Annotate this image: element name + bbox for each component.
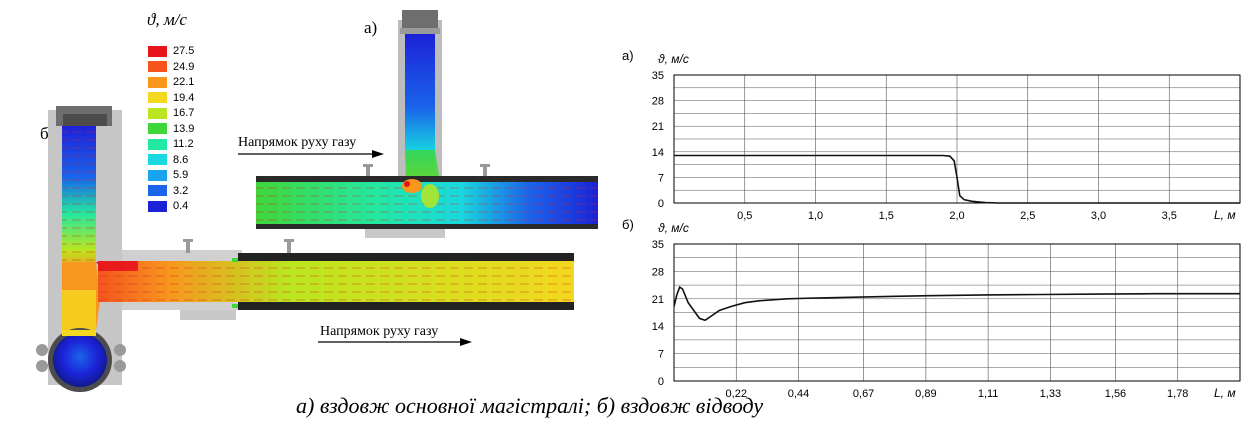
legend-swatch (148, 138, 167, 150)
legend-unit-symbol: ϑ (147, 10, 156, 29)
x-tick-label: 1,0 (808, 210, 823, 222)
legend-value: 16.7 (173, 107, 195, 119)
legend-swatch (148, 92, 167, 103)
legend-row: 13.9 (148, 123, 194, 135)
x-tick-label: 1,5 (879, 210, 894, 222)
gas-direction-label-bottom: Напрямок руху газу (320, 324, 439, 339)
simulation-figure: ϑ, м/с 27.5 24.9 22.1 19.4 16.7 13.9 11.2 8.6 5.… (0, 0, 610, 400)
legend-value: 19.4 (173, 91, 195, 104)
legend-value: 3.2 (173, 184, 189, 197)
y-tick-label: 21 (652, 294, 664, 306)
gas-direction-arrow-bottom (318, 338, 472, 346)
legend-swatch (148, 200, 167, 212)
y-tick-label: 7 (658, 349, 664, 361)
legend-unit: ϑ, м/с (147, 10, 187, 29)
legend-row: 22.1 (148, 76, 194, 88)
x-tick-label: 0,22 (726, 388, 747, 400)
y-tick-label: 28 (652, 96, 664, 108)
x-tick-label: 0,44 (788, 388, 809, 400)
gas-direction-arrow-top (238, 150, 384, 158)
legend-row: 3.2 (148, 185, 188, 197)
legend-row: 19.4 (148, 92, 194, 104)
y-tick-label: 0 (658, 376, 664, 388)
y-tick-label: 35 (652, 70, 664, 82)
x-tick-label: 2,0 (949, 210, 964, 222)
x-tick-label: 2,5 (1020, 210, 1035, 222)
y-tick-label: 14 (652, 147, 664, 159)
legend-row: 0.4 (148, 200, 188, 212)
legend-row: 5.9 (148, 169, 188, 181)
x-tick-label: 0,5 (737, 210, 752, 222)
legend-value: 27.5 (173, 45, 195, 57)
y-tick-label: 21 (652, 121, 664, 133)
legend-value: 24.9 (173, 60, 195, 73)
y-tick-label: 28 (652, 266, 664, 278)
legend-swatch (148, 61, 167, 72)
legend-value: 13.9 (173, 122, 195, 135)
y-tick-label: 7 (658, 172, 664, 184)
legend-swatch (148, 76, 167, 88)
velocity-field-diagrams (36, 10, 598, 392)
y-tick-label: 0 (658, 198, 664, 210)
x-axis-label: L, м (1214, 386, 1236, 400)
x-tick-label: 1,33 (1040, 388, 1061, 400)
y-tick-label: 14 (652, 321, 664, 333)
legend-row: 8.6 (148, 154, 188, 166)
legend-value: 5.9 (173, 169, 189, 181)
x-axis-label: L, м (1214, 208, 1236, 222)
gas-direction-label-top: Напрямок руху газу (238, 135, 357, 150)
legend-value: 0.4 (173, 200, 189, 212)
plot-frame (673, 243, 1241, 382)
legend-row: 16.7 (148, 107, 194, 119)
x-tick-label: 3,5 (1162, 210, 1177, 222)
legend-swatch (148, 185, 167, 196)
legend-value: 11.2 (173, 138, 194, 150)
chart-panel-label: а) (622, 48, 634, 63)
figure-caption: а) вздовж основної магістралі; б) вздовж… (296, 393, 764, 418)
legend-unit-text: м/с (163, 10, 187, 29)
legend-value: 22.1 (173, 76, 195, 88)
velocity-profile-charts: 0 7 14 21 28 35 0,5 1,0 1,5 2,0 2,5 3,0 3,5 а) ϑ, м/с L… (622, 48, 1241, 400)
x-tick-label: 3,0 (1091, 210, 1106, 222)
legend-swatch (148, 169, 167, 181)
legend-swatch (148, 45, 167, 57)
x-tick-label: 0,89 (915, 388, 936, 400)
series-line (674, 154, 1240, 204)
y-axis-label: ϑ, м/с (658, 52, 689, 66)
x-tick-label: 0,67 (853, 388, 874, 400)
legend-row: 11.2 (148, 138, 194, 150)
legend-row: 27.5 (148, 45, 194, 57)
series-line (673, 285, 1240, 322)
legend-value: 8.6 (173, 153, 189, 166)
legend-swatch (148, 107, 167, 119)
chart-panel-label: б) (622, 217, 634, 232)
legend-row: 24.9 (148, 61, 194, 73)
legend-swatch (148, 123, 167, 134)
x-tick-label: 1,78 (1167, 388, 1188, 400)
y-tick-label: 35 (652, 239, 664, 251)
plot-frame (673, 74, 1241, 204)
x-tick-label: 1,11 (978, 388, 999, 400)
panel-a-label: а) (364, 18, 378, 37)
legend-swatch (148, 154, 167, 165)
x-tick-label: 1,56 (1105, 388, 1126, 400)
y-axis-label: ϑ, м/с (658, 221, 689, 235)
